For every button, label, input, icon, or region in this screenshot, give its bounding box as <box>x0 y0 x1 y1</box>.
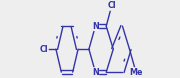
Text: N: N <box>92 22 99 31</box>
Text: Me: Me <box>129 68 143 77</box>
Text: Cl: Cl <box>107 1 116 10</box>
Text: Cl: Cl <box>40 45 48 54</box>
Text: N: N <box>92 68 99 77</box>
